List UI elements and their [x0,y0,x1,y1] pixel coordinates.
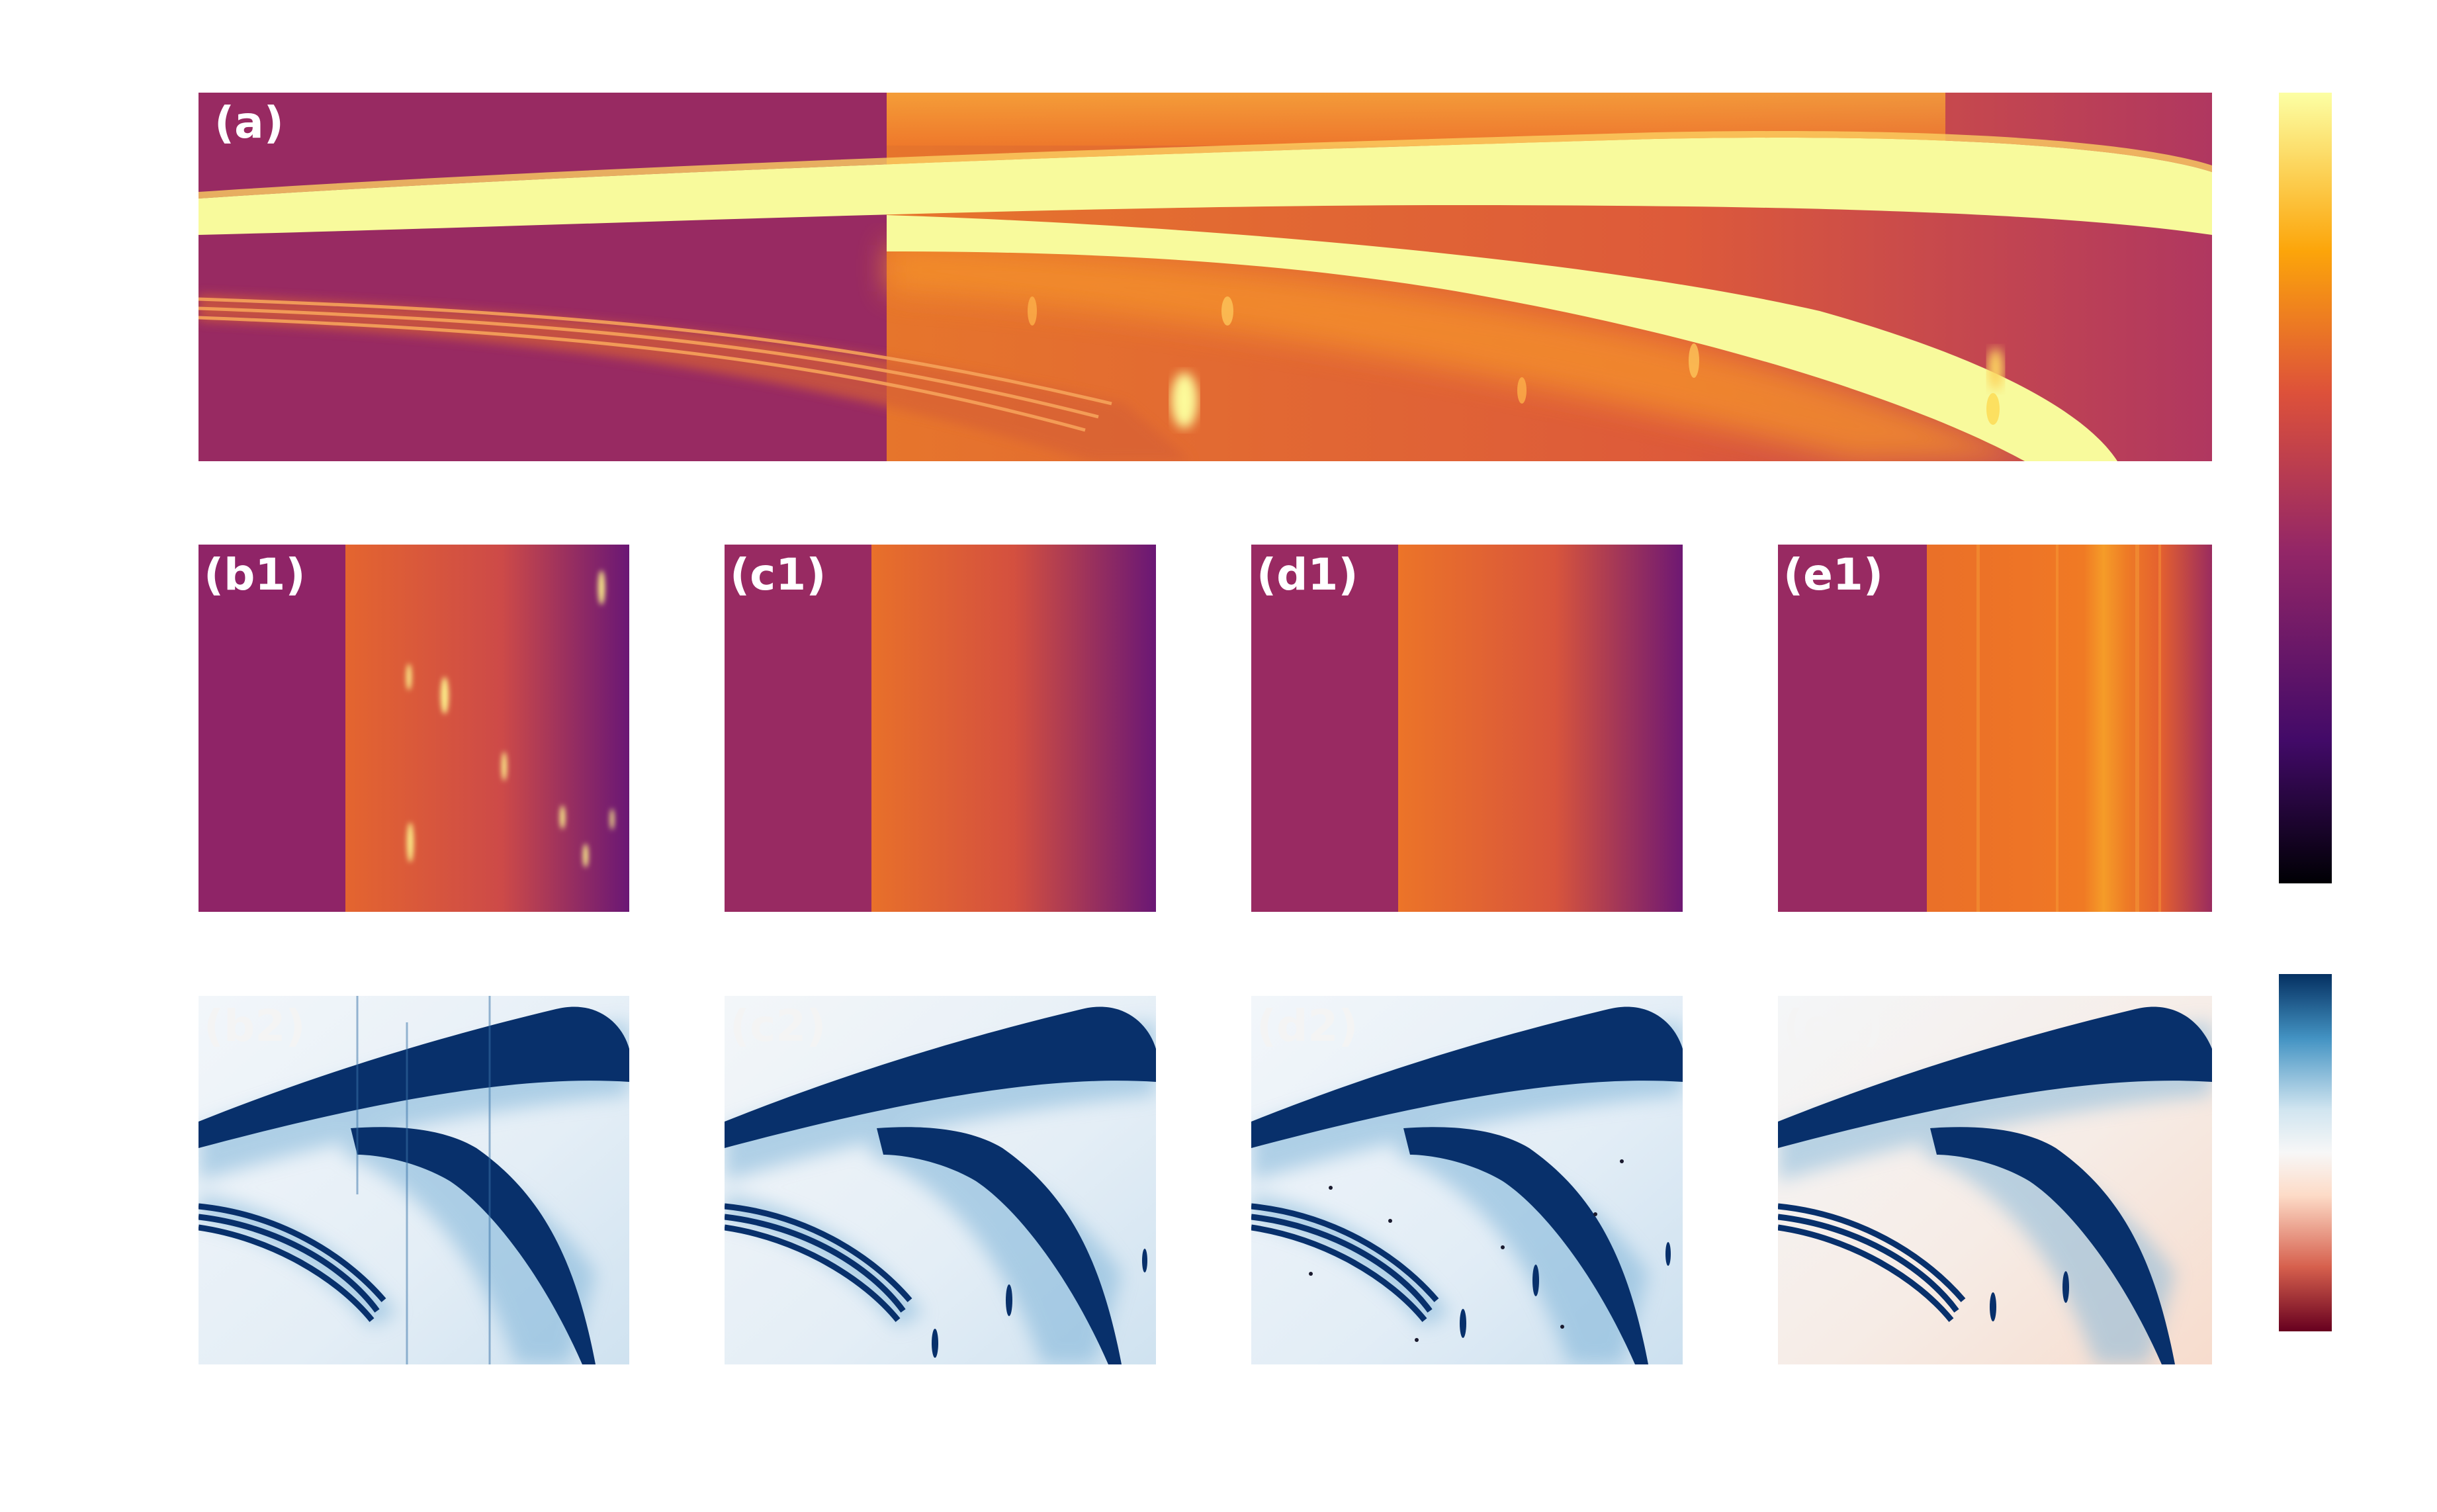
panel-a: (a) [199,93,2212,461]
panel-e1-image [1778,545,2212,912]
panel-b1: (b1) [199,545,629,912]
panel-e1-label: (e1) [1783,549,1884,600]
colorbar-rdbu [2279,974,2332,1331]
panel-a-image [199,93,2212,461]
panel-d2: (d2) [1251,996,1683,1364]
panel-b1-image [199,545,629,912]
panel-e2-label: (e2) [1783,1001,1884,1051]
panel-c1-image [725,545,1156,912]
colorbar-inferno [2279,93,2332,883]
panel-b2: (b2) [199,996,629,1364]
panel-c2-label: (c2) [730,1001,826,1051]
panel-e2: (e2) [1778,996,2212,1364]
panel-e2-image [1778,996,2212,1364]
panel-c1: (c1) [725,545,1156,912]
panel-e1: (e1) [1778,545,2212,912]
panel-d1-label: (d1) [1257,549,1358,600]
panel-d2-image [1251,996,1683,1364]
panel-d1-image [1251,545,1683,912]
panel-c1-label: (c1) [730,549,826,600]
panel-b2-image [199,996,629,1364]
panel-c2: (c2) [725,996,1156,1364]
panel-d2-label: (d2) [1257,1001,1358,1051]
panel-c2-image [725,996,1156,1364]
panel-b2-label: (b2) [204,1001,306,1051]
panel-d1: (d1) [1251,545,1683,912]
panel-b1-label: (b1) [204,549,306,600]
panel-a-label: (a) [214,97,284,148]
